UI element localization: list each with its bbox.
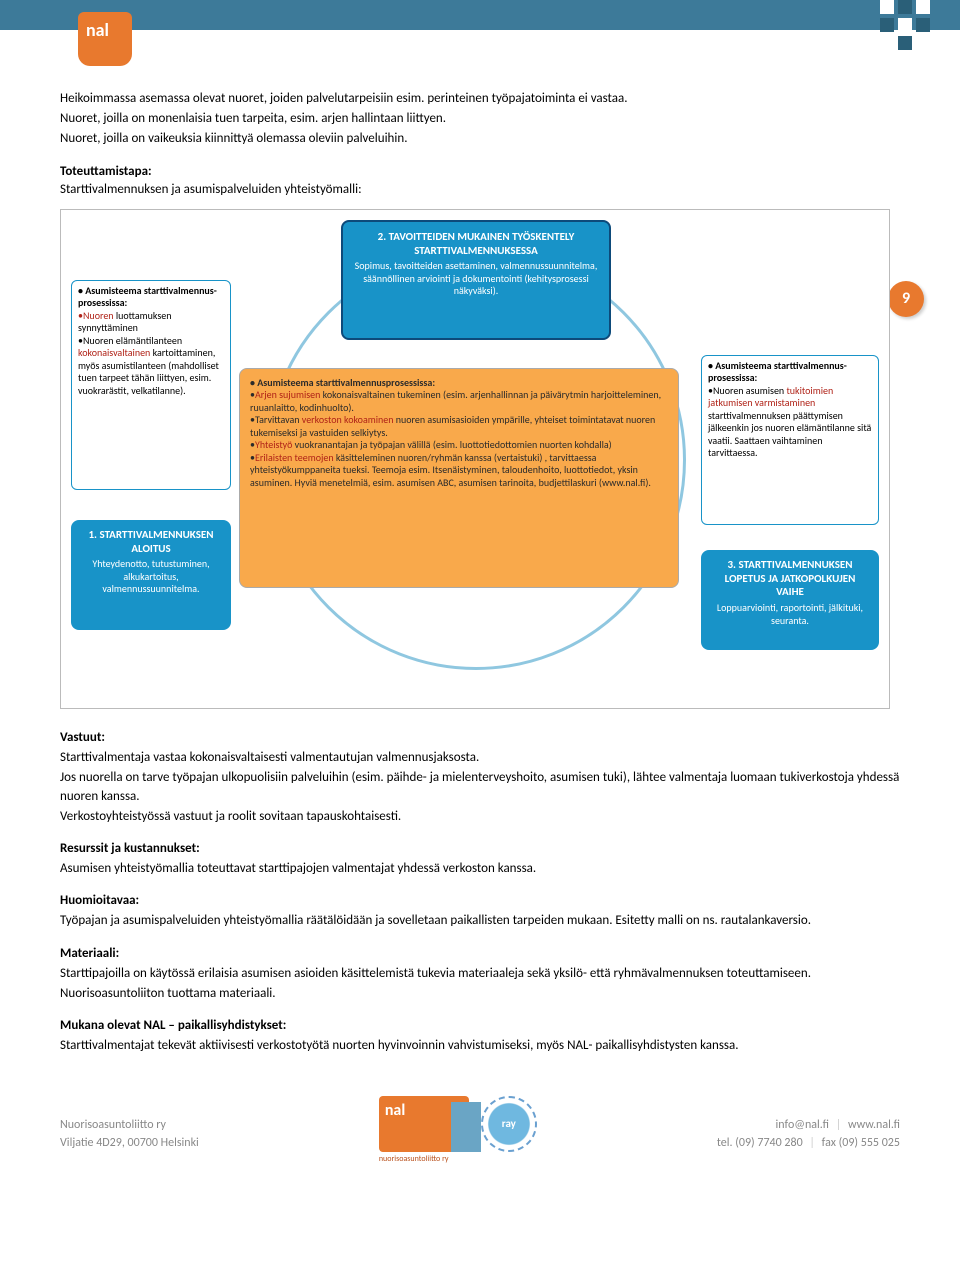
right-box-body: •Nuoren asumisen tukitoimien jatkumisen … xyxy=(708,385,872,460)
stage-3-box: 3. STARTTIVALMENNUKSEN LOPETUS JA JATKOP… xyxy=(701,550,879,650)
toteuttamistapa-label: Toteuttamistapa: xyxy=(60,163,900,181)
mukana-label: Mukana olevat NAL – paikallisyhdistykset… xyxy=(60,1018,286,1033)
ray-logo: ray xyxy=(481,1096,537,1152)
right-box-title: • Asumisteema starttivalmennus-prosessis… xyxy=(708,360,872,385)
process-diagram: • Asumisteema starttivalmennus-prosessis… xyxy=(60,209,890,709)
stage-1-box: 1. STARTTIVALMENNUKSEN ALOITUS Yhteydeno… xyxy=(71,520,231,630)
footer-tel: tel. (09) 7740 280 xyxy=(717,1136,803,1150)
intro-line-2: Nuoret, joilla on monenlaisia tuen tarpe… xyxy=(60,110,900,128)
center-box-item-4: •Erilaisten teemojen käsitteleminen nuor… xyxy=(250,452,668,490)
top-bar xyxy=(0,0,960,30)
mukana-p1: Starttivalmentajat tekevät aktiivisesti … xyxy=(60,1037,900,1055)
page-number-badge: 9 xyxy=(888,281,924,317)
vastuut-p3: Verkostoyhteistyössä vastuut ja roolit s… xyxy=(60,808,900,826)
resurssit-label: Resurssit ja kustannukset: xyxy=(60,841,200,856)
nal-footer-logo: nal nuorisoasuntoliitto ry xyxy=(379,1096,469,1152)
center-box-item-1: •Arjen sujumisen kokonaisvaltainen tukem… xyxy=(250,389,668,414)
vastuut-label: Vastuut: xyxy=(60,730,105,745)
stage-2-title: 2. TAVOITTEIDEN MUKAINEN TYÖSKENTELY STA… xyxy=(353,230,599,258)
footer-fax: fax (09) 555 025 xyxy=(822,1136,900,1150)
left-box-item-2: •Nuoren elämäntilanteen kokonaisvaltaine… xyxy=(78,335,224,398)
footer-web: www.nal.fi xyxy=(848,1118,900,1132)
materiaali-label: Materiaali: xyxy=(60,946,119,961)
center-box-item-2: •Tarvittavan verkoston kokoaminen nuoren… xyxy=(250,414,668,439)
huomio-p1: Työpajan ja asumispalveluiden yhteistyöm… xyxy=(60,912,900,930)
materiaali-p2: Nuorisoasuntoliiton tuottama materiaali. xyxy=(60,985,900,1003)
page-footer: Nuorisoasuntoliitto ry Viljatie 4D29, 00… xyxy=(0,1086,960,1172)
intro-line-1: Heikoimmassa asemassa olevat nuoret, joi… xyxy=(60,90,900,108)
footer-org: Nuorisoasuntoliitto ry xyxy=(60,1116,199,1134)
right-asumisteema-box: • Asumisteema starttivalmennus-prosessis… xyxy=(701,355,879,525)
intro-text: Heikoimmassa asemassa olevat nuoret, joi… xyxy=(60,90,900,149)
nal-logo-small: nal xyxy=(78,12,132,66)
left-box-title: • Asumisteema starttivalmennus-prosessis… xyxy=(78,285,224,310)
stage-1-title: 1. STARTTIVALMENNUKSEN ALOITUS xyxy=(81,528,221,556)
stage-1-body: Yhteydenotto, tutustuminen, alkukartoitu… xyxy=(81,558,221,596)
stage-3-body: Loppuarviointi, raportointi, jälkituki, … xyxy=(711,602,869,627)
footer-address: Viljatie 4D29, 00700 Helsinki xyxy=(60,1134,199,1152)
decorative-squares xyxy=(880,0,930,50)
huomio-label: Huomioitavaa: xyxy=(60,893,139,908)
resurssit-p1: Asumisen yhteistyömallia toteuttavat sta… xyxy=(60,860,900,878)
stage-2-body: Sopimus, tavoitteiden asettaminen, valme… xyxy=(353,260,599,298)
center-asumisteema-box: • Asumisteema starttivalmennusprosessiss… xyxy=(239,368,679,588)
stage-3-title: 3. STARTTIVALMENNUKSEN LOPETUS JA JATKOP… xyxy=(711,558,869,599)
footer-email: info@nal.fi xyxy=(776,1118,829,1132)
stage-2-box: 2. TAVOITTEIDEN MUKAINEN TYÖSKENTELY STA… xyxy=(341,220,611,340)
vastuut-p1: Starttivalmentaja vastaa kokonaisvaltais… xyxy=(60,749,900,767)
intro-line-3: Nuoret, joilla on vaikeuksia kiinnittyä … xyxy=(60,130,900,148)
vastuut-p2: Jos nuorella on tarve työpajan ulkopuoli… xyxy=(60,769,900,805)
materiaali-p1: Starttipajoilla on käytössä erilaisia as… xyxy=(60,965,900,983)
left-asumisteema-box: • Asumisteema starttivalmennus-prosessis… xyxy=(71,280,231,490)
left-box-item-1: •Nuoren luottamuksen synnyttäminen xyxy=(78,310,224,335)
toteuttamistapa-sub: Starttivalmennuksen ja asumispalveluiden… xyxy=(60,181,900,199)
body-text: Vastuut: Starttivalmentaja vastaa kokona… xyxy=(60,729,900,1056)
